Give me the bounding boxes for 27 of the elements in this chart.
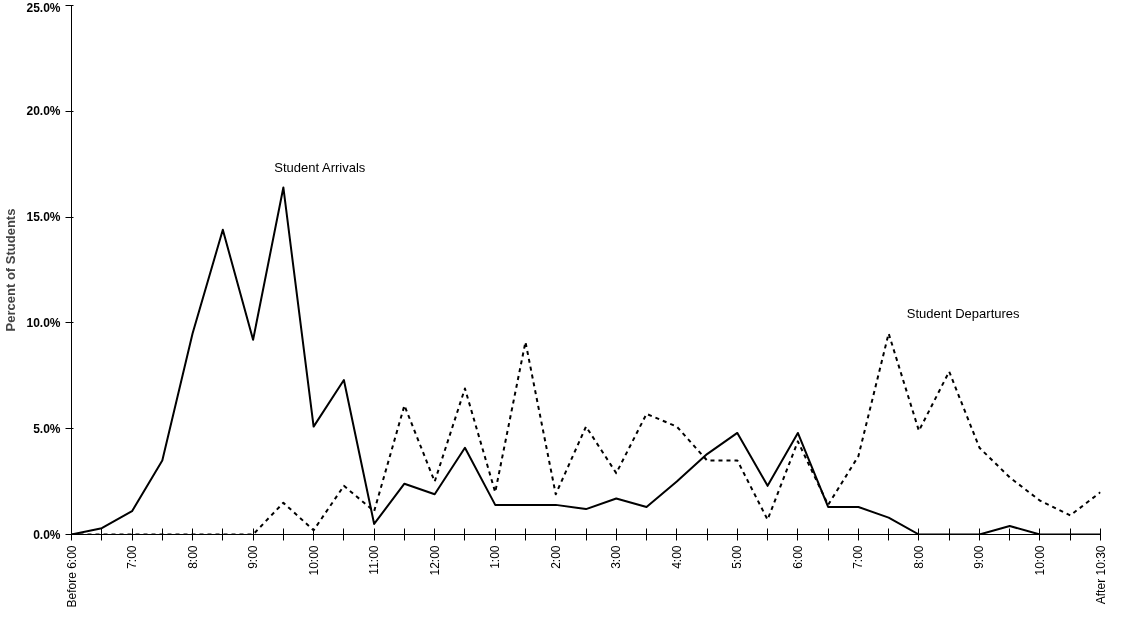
x-tick-label: 7:00 <box>125 545 140 569</box>
x-tick-label: 10:00 <box>306 545 321 576</box>
x-tick-label: After 10:30 <box>1093 545 1108 605</box>
y-tick-label: 10.0% <box>26 315 61 330</box>
y-tick-label: 25.0% <box>26 0 61 15</box>
x-tick-label: 9:00 <box>972 545 987 569</box>
x-tick-label: 3:00 <box>609 545 624 569</box>
x-tick-label: 4:00 <box>669 545 684 569</box>
x-tick-label: 11:00 <box>367 545 382 575</box>
x-tick-label: 12:00 <box>427 545 442 576</box>
x-tick-label: 7:00 <box>851 545 866 569</box>
x-tick-label: 9:00 <box>246 545 261 569</box>
y-tick-label: 5.0% <box>33 421 61 436</box>
series-label: Student Departures <box>906 305 1021 321</box>
x-tick-label: 8:00 <box>911 545 926 569</box>
series-label: Student Arrivals <box>274 159 366 175</box>
x-tick-label: 6:00 <box>790 545 805 569</box>
x-tick-label: Before 6:00 <box>64 545 79 608</box>
x-tick-label: 8:00 <box>185 545 200 569</box>
x-tick-label: 2:00 <box>548 545 563 569</box>
x-tick-label: 1:00 <box>488 545 503 569</box>
x-tick-label: 10:00 <box>1032 545 1047 576</box>
x-tick-label: 5:00 <box>730 545 745 569</box>
y-tick-label: 20.0% <box>26 104 61 119</box>
y-tick-label: 0.0% <box>33 527 61 542</box>
y-tick-label: 15.0% <box>26 210 61 225</box>
y-axis-title: Percent of Students <box>3 208 19 332</box>
